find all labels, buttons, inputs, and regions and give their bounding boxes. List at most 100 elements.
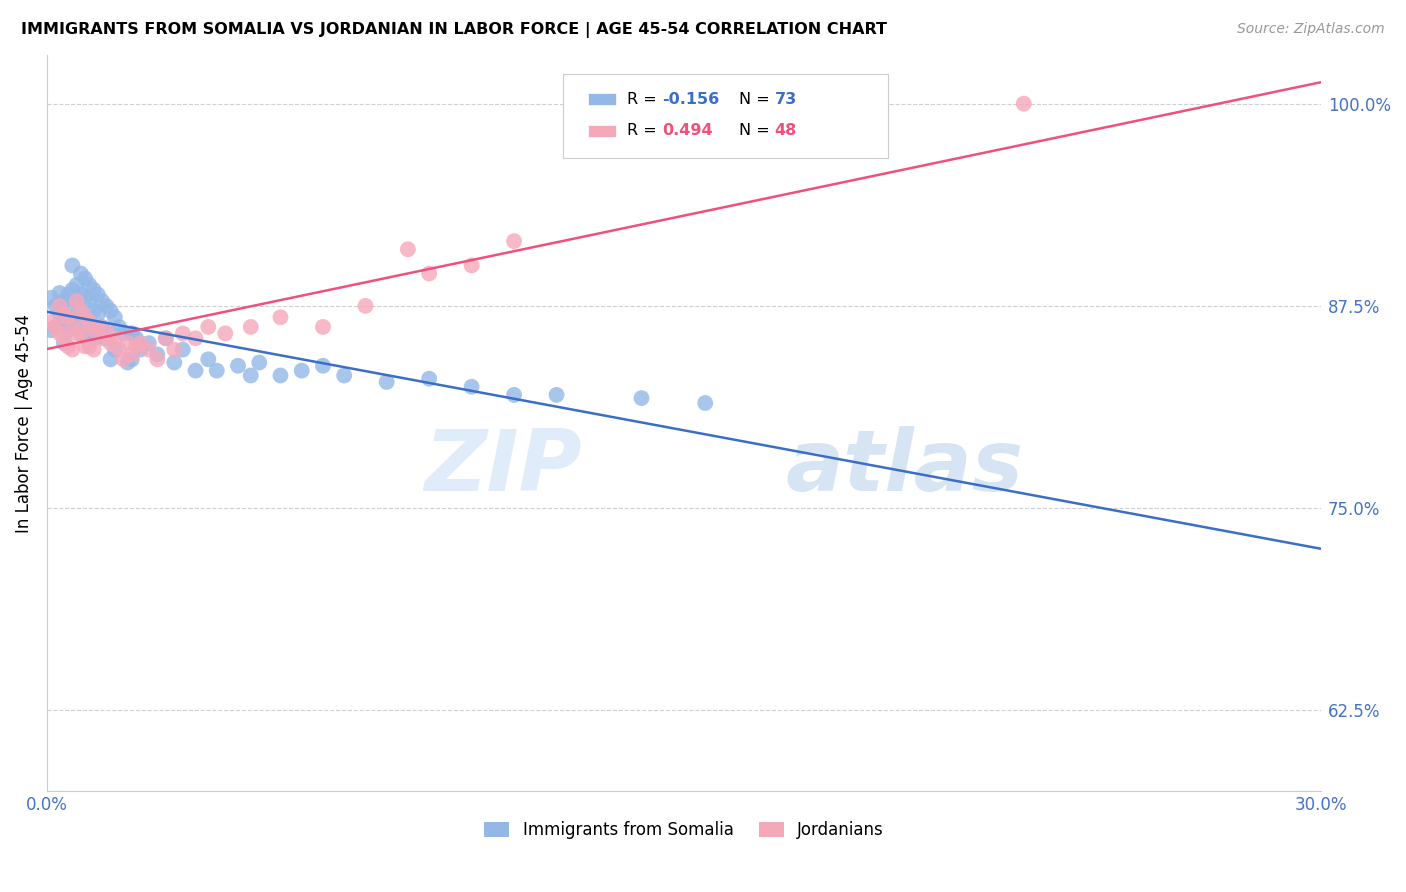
Text: N =: N = — [738, 92, 775, 107]
Point — [60, 259, 83, 273]
Point — [117, 336, 139, 351]
Point — [418, 267, 440, 281]
Point — [125, 339, 148, 353]
Point — [65, 320, 87, 334]
Point — [52, 336, 75, 351]
Point — [108, 343, 131, 357]
Point — [52, 307, 75, 321]
Point — [91, 331, 114, 345]
Point — [197, 352, 219, 367]
Point — [312, 359, 335, 373]
Point — [354, 299, 377, 313]
Point — [65, 277, 87, 292]
Point — [214, 326, 236, 341]
Point — [108, 320, 131, 334]
Point — [163, 355, 186, 369]
Point — [172, 343, 194, 357]
Point — [100, 336, 122, 351]
Point — [39, 323, 62, 337]
Point — [60, 283, 83, 297]
FancyBboxPatch shape — [562, 73, 887, 158]
Point — [60, 310, 83, 325]
Point — [138, 343, 160, 357]
Point — [65, 294, 87, 309]
Point — [269, 310, 291, 325]
Point — [39, 291, 62, 305]
Point — [83, 343, 105, 357]
Point — [239, 368, 262, 383]
Point — [96, 299, 118, 313]
Point — [79, 339, 101, 353]
Point — [291, 363, 314, 377]
Point — [104, 310, 127, 325]
Point — [333, 368, 356, 383]
Point — [70, 326, 93, 341]
Point — [121, 326, 143, 341]
Point — [70, 303, 93, 318]
Point — [79, 294, 101, 309]
Point — [87, 329, 110, 343]
Point — [100, 352, 122, 367]
Point — [546, 388, 568, 402]
Point — [75, 339, 97, 353]
Text: ZIP: ZIP — [425, 425, 582, 508]
Point — [121, 352, 143, 367]
Text: 48: 48 — [775, 123, 797, 138]
Point — [163, 343, 186, 357]
Point — [70, 287, 93, 301]
Text: Source: ZipAtlas.com: Source: ZipAtlas.com — [1237, 22, 1385, 37]
Point — [503, 234, 526, 248]
Point — [129, 343, 152, 357]
Point — [129, 336, 152, 351]
Text: 0.494: 0.494 — [662, 123, 713, 138]
Point — [155, 331, 177, 345]
Legend: Immigrants from Somalia, Jordanians: Immigrants from Somalia, Jordanians — [478, 814, 890, 846]
Point — [155, 331, 177, 345]
Point — [83, 283, 105, 297]
Point — [56, 323, 79, 337]
Point — [460, 380, 482, 394]
Point — [418, 372, 440, 386]
Point — [226, 359, 249, 373]
Point — [172, 326, 194, 341]
Point — [79, 315, 101, 329]
Point — [91, 320, 114, 334]
Point — [83, 303, 105, 318]
Point — [48, 307, 70, 321]
Point — [125, 331, 148, 345]
Point — [375, 375, 398, 389]
Point — [75, 271, 97, 285]
Point — [112, 326, 135, 341]
Point — [96, 331, 118, 345]
Point — [87, 307, 110, 321]
Point — [247, 355, 270, 369]
Point — [56, 339, 79, 353]
Point — [60, 320, 83, 334]
Point — [65, 294, 87, 309]
Point — [695, 396, 717, 410]
Point — [138, 336, 160, 351]
Point — [52, 294, 75, 309]
Text: atlas: atlas — [786, 425, 1024, 508]
Text: N =: N = — [738, 123, 775, 138]
Text: R =: R = — [627, 123, 661, 138]
Point — [184, 331, 207, 345]
Point — [117, 355, 139, 369]
Text: IMMIGRANTS FROM SOMALIA VS JORDANIAN IN LABOR FORCE | AGE 45-54 CORRELATION CHAR: IMMIGRANTS FROM SOMALIA VS JORDANIAN IN … — [21, 22, 887, 38]
Point — [44, 320, 66, 334]
Point — [60, 343, 83, 357]
Point — [104, 343, 127, 357]
Point — [70, 326, 93, 341]
Point — [83, 326, 105, 341]
Point — [104, 331, 127, 345]
Text: -0.156: -0.156 — [662, 92, 720, 107]
Point — [56, 310, 79, 325]
Point — [79, 315, 101, 329]
Point — [70, 267, 93, 281]
Point — [70, 303, 93, 318]
Point — [87, 287, 110, 301]
Point — [121, 347, 143, 361]
Point — [44, 320, 66, 334]
Point — [75, 291, 97, 305]
FancyBboxPatch shape — [588, 125, 616, 136]
